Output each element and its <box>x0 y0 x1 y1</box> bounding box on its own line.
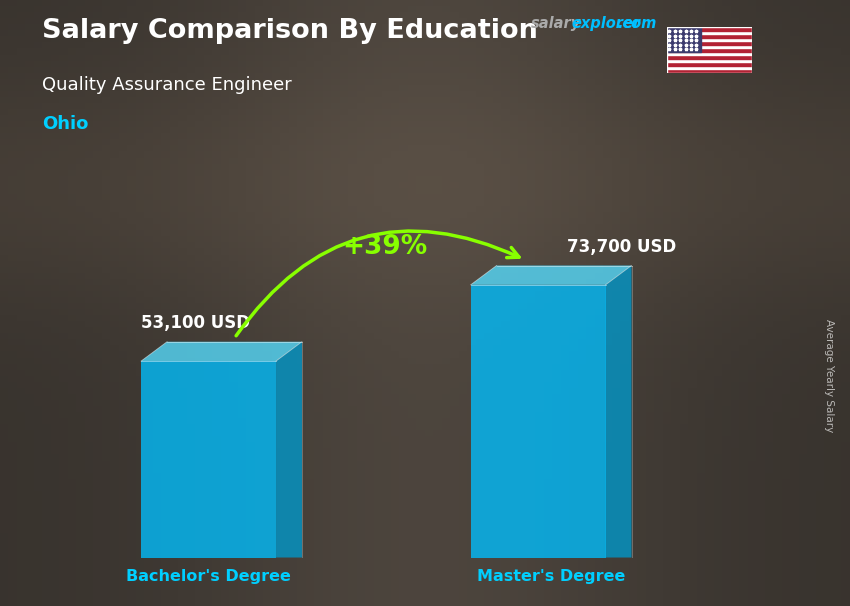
Bar <box>667 62 752 65</box>
Bar <box>667 35 752 38</box>
Text: +39%: +39% <box>343 234 428 260</box>
Bar <box>667 59 752 62</box>
Polygon shape <box>141 361 276 558</box>
Text: explorer: explorer <box>571 16 640 31</box>
Text: 73,700 USD: 73,700 USD <box>566 238 676 256</box>
Bar <box>667 41 752 45</box>
Bar <box>667 55 752 59</box>
Bar <box>667 38 752 41</box>
Bar <box>667 48 752 52</box>
Bar <box>667 45 752 48</box>
Polygon shape <box>471 265 632 285</box>
Bar <box>667 27 752 31</box>
Bar <box>667 52 752 55</box>
Text: .com: .com <box>617 16 656 31</box>
Text: Salary Comparison By Education: Salary Comparison By Education <box>42 18 538 44</box>
Polygon shape <box>605 265 632 558</box>
Text: Quality Assurance Engineer: Quality Assurance Engineer <box>42 76 292 94</box>
Text: Master's Degree: Master's Degree <box>477 568 626 584</box>
Bar <box>667 31 752 35</box>
Bar <box>667 65 752 69</box>
Bar <box>667 27 701 52</box>
Polygon shape <box>141 342 302 361</box>
Polygon shape <box>276 342 302 558</box>
Text: Average Yearly Salary: Average Yearly Salary <box>824 319 834 432</box>
Bar <box>667 69 752 73</box>
Polygon shape <box>471 285 605 558</box>
Text: salary: salary <box>531 16 581 31</box>
Text: Ohio: Ohio <box>42 115 89 133</box>
Text: 53,100 USD: 53,100 USD <box>141 315 250 333</box>
Text: Bachelor's Degree: Bachelor's Degree <box>126 568 291 584</box>
